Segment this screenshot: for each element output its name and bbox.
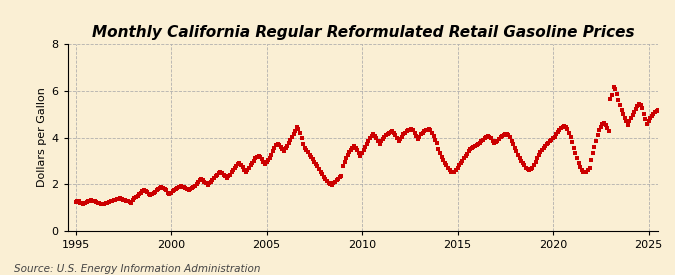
Text: Source: U.S. Energy Information Administration: Source: U.S. Energy Information Administ… (14, 264, 260, 274)
Y-axis label: Dollars per Gallon: Dollars per Gallon (37, 87, 47, 188)
Title: Monthly California Regular Reformulated Retail Gasoline Prices: Monthly California Regular Reformulated … (92, 25, 634, 40)
